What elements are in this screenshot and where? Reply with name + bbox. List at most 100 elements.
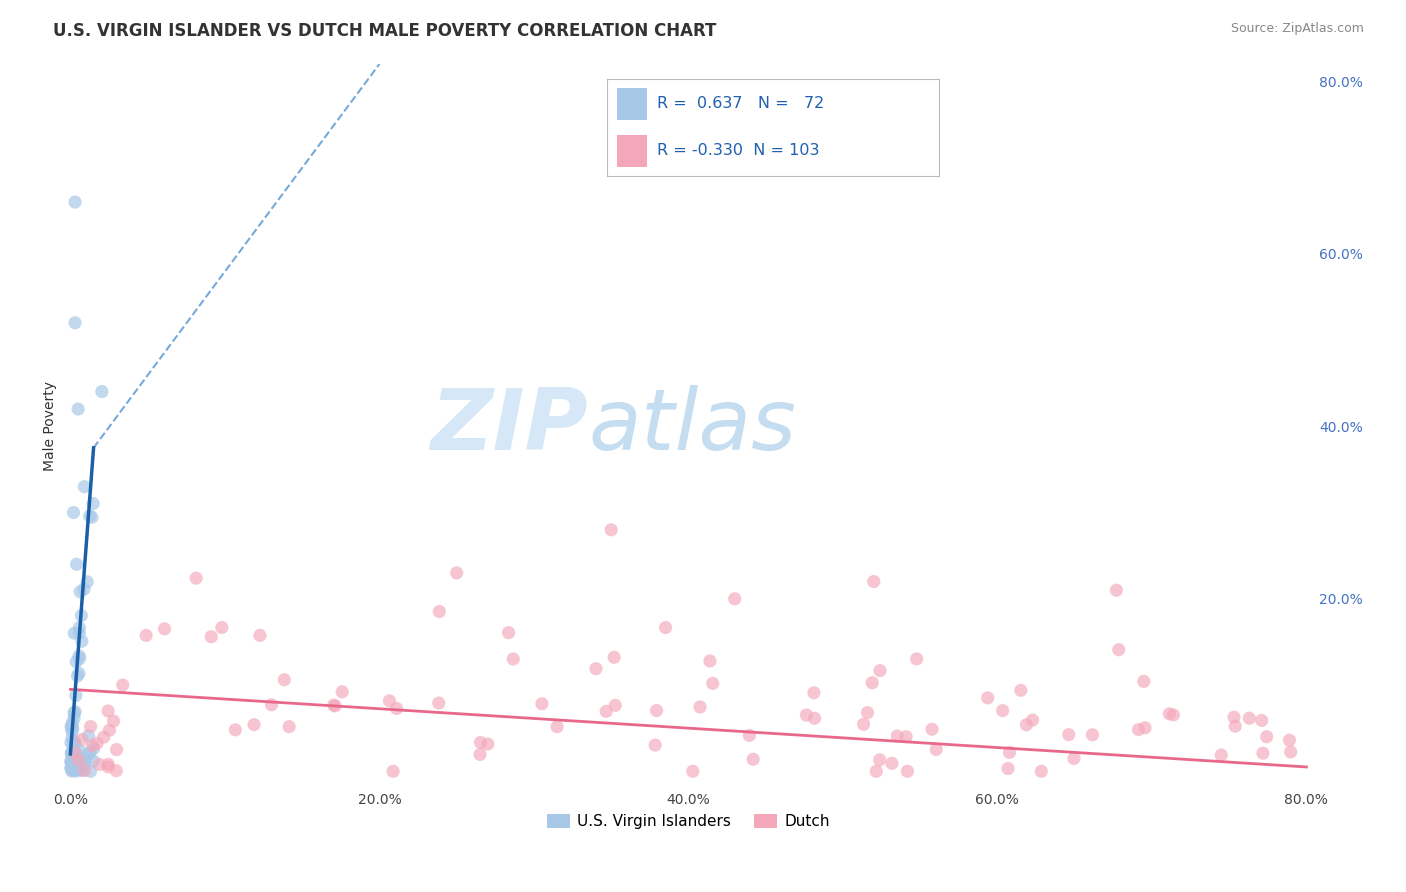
Point xyxy=(278,720,301,734)
Point xyxy=(63,706,86,720)
Point xyxy=(70,764,93,778)
Point xyxy=(73,582,96,596)
Point xyxy=(97,704,120,718)
Point xyxy=(63,738,86,752)
Point xyxy=(1081,728,1104,742)
Point xyxy=(60,731,83,746)
Point xyxy=(498,625,520,640)
Point xyxy=(66,747,89,762)
Point xyxy=(427,696,450,710)
Point xyxy=(1239,711,1261,725)
Point xyxy=(427,605,450,619)
Point xyxy=(59,754,82,768)
Point xyxy=(886,729,908,743)
Point xyxy=(894,730,917,744)
Point xyxy=(1159,706,1181,721)
Point xyxy=(1133,721,1156,735)
Point xyxy=(70,763,93,777)
Point xyxy=(468,747,491,762)
Point xyxy=(73,764,96,778)
Point xyxy=(103,714,125,728)
Point xyxy=(65,764,87,778)
Point xyxy=(63,737,86,751)
Point xyxy=(862,574,884,589)
Point xyxy=(70,754,93,768)
Point xyxy=(63,761,86,775)
Point xyxy=(385,701,408,715)
Point xyxy=(1279,745,1302,759)
Point xyxy=(600,523,623,537)
Point xyxy=(93,730,115,744)
Point xyxy=(1128,723,1150,737)
Point xyxy=(67,753,90,767)
Point xyxy=(585,662,607,676)
Point xyxy=(98,723,121,738)
Point xyxy=(446,566,468,580)
Point xyxy=(83,741,105,756)
Point xyxy=(1031,764,1053,779)
Point xyxy=(211,620,233,634)
Point xyxy=(65,689,87,703)
Point xyxy=(67,648,90,663)
Point xyxy=(60,755,83,769)
Point xyxy=(323,698,346,713)
Point xyxy=(60,723,83,738)
Point xyxy=(62,506,84,520)
Text: ZIP: ZIP xyxy=(430,384,588,467)
Point xyxy=(66,669,89,683)
Point xyxy=(79,720,101,734)
Point xyxy=(243,717,266,731)
Point xyxy=(502,652,524,666)
Point xyxy=(76,574,98,589)
Point xyxy=(63,711,86,725)
Point xyxy=(63,195,86,210)
Point xyxy=(75,753,97,767)
Point xyxy=(60,718,83,732)
Point xyxy=(856,706,879,720)
Point xyxy=(111,678,134,692)
Point xyxy=(63,316,86,330)
Point xyxy=(1256,730,1278,744)
Point xyxy=(224,723,246,737)
Point xyxy=(200,630,222,644)
Point xyxy=(330,685,353,699)
Point xyxy=(67,402,90,417)
Point xyxy=(905,652,928,666)
Point xyxy=(1250,714,1272,728)
Point xyxy=(991,704,1014,718)
Point xyxy=(477,737,499,751)
Point xyxy=(60,746,83,760)
Point xyxy=(69,744,91,758)
Point xyxy=(1057,728,1080,742)
Point xyxy=(595,704,617,718)
Point xyxy=(1211,747,1233,762)
Point xyxy=(89,757,111,772)
Point xyxy=(921,723,943,737)
Point xyxy=(60,747,83,762)
Point xyxy=(80,510,103,524)
Y-axis label: Male Poverty: Male Poverty xyxy=(44,381,58,471)
Point xyxy=(1105,583,1128,598)
Point xyxy=(186,571,208,585)
Point xyxy=(67,626,90,640)
Point xyxy=(97,757,120,772)
Point xyxy=(65,558,87,572)
Point xyxy=(1163,707,1185,722)
Point xyxy=(60,764,83,778)
Point xyxy=(60,720,83,734)
Point xyxy=(67,749,90,764)
Point xyxy=(105,742,128,756)
Point xyxy=(97,760,120,774)
Point xyxy=(59,761,82,775)
Point xyxy=(70,608,93,623)
Point xyxy=(742,752,765,766)
Point xyxy=(63,752,86,766)
Point xyxy=(880,756,903,771)
Point xyxy=(860,675,883,690)
Point xyxy=(260,698,283,712)
Point xyxy=(62,722,84,736)
Point xyxy=(644,738,666,752)
Point xyxy=(998,745,1021,759)
Point xyxy=(689,699,711,714)
Point xyxy=(322,698,344,712)
